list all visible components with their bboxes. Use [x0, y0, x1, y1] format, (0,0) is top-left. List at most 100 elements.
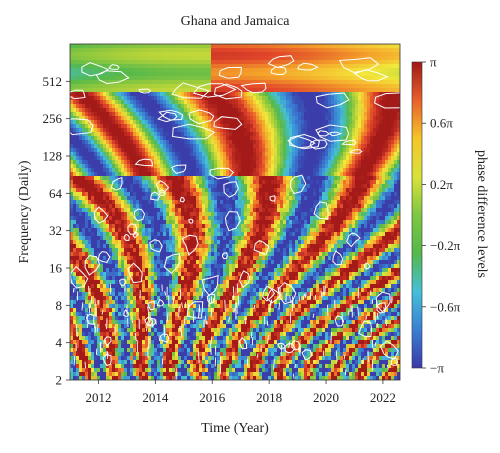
significance-contour	[236, 302, 238, 314]
significance-contour	[288, 341, 291, 348]
significance-contour	[93, 206, 109, 224]
x-tick-label: 2018	[256, 390, 282, 405]
significance-contour	[97, 251, 111, 263]
significance-contour	[158, 109, 184, 121]
significance-contour	[262, 379, 264, 380]
significance-contour	[166, 312, 169, 323]
significance-contour	[273, 358, 275, 370]
x-tick-label: 2014	[142, 390, 169, 405]
significance-contour	[180, 325, 183, 338]
significance-contour	[297, 62, 319, 71]
significance-contour	[144, 316, 154, 326]
significance-contour	[186, 301, 204, 319]
colorbar-tick-label: π	[430, 55, 437, 70]
significance-contour	[197, 307, 200, 319]
significance-contour	[267, 335, 269, 344]
significance-contour	[105, 323, 108, 330]
significance-contour	[294, 363, 296, 369]
significance-contour	[213, 116, 243, 130]
significance-contour	[102, 353, 112, 367]
significance-contour	[330, 332, 332, 344]
significance-contour	[123, 233, 130, 241]
significance-contour	[269, 195, 276, 202]
x-axis: 2012 2014 2016 2018 2020 2022	[85, 380, 396, 405]
significance-contour	[292, 373, 295, 379]
significance-contour	[214, 357, 217, 367]
significance-contour	[110, 177, 123, 191]
significance-contour	[146, 321, 148, 332]
significance-contour	[132, 231, 139, 239]
significance-contour	[302, 293, 305, 300]
significance-contour	[95, 70, 130, 85]
significance-contour	[172, 295, 175, 305]
significance-contour	[291, 340, 301, 351]
significance-contour	[270, 299, 273, 306]
x-tick-label: 2020	[313, 390, 339, 405]
significance-contour	[101, 309, 104, 315]
significance-contour	[88, 285, 90, 295]
significance-contour	[253, 304, 256, 310]
significance-contour	[94, 326, 97, 333]
significance-contour	[158, 335, 161, 342]
significance-contour	[163, 253, 181, 275]
significance-contour	[131, 316, 133, 324]
significance-contour	[269, 302, 271, 313]
y-axis: 2 4 8 16 32 64 128 256 512	[43, 74, 70, 388]
significance-contour	[289, 133, 320, 150]
significance-contour	[358, 320, 373, 338]
significance-contour	[289, 295, 291, 304]
significance-contour	[386, 364, 389, 370]
significance-contour	[334, 315, 345, 327]
significance-contour	[109, 283, 112, 295]
y-tick-label: 512	[43, 74, 63, 89]
significance-contour	[179, 196, 185, 203]
significance-contour	[147, 300, 155, 311]
significance-contour	[70, 118, 94, 136]
significance-contour	[287, 135, 316, 149]
significance-contour	[212, 298, 215, 304]
y-tick-label: 32	[49, 223, 62, 238]
significance-contour	[206, 293, 216, 305]
significance-contour	[205, 315, 207, 325]
significance-contour	[108, 64, 120, 70]
significance-contour	[201, 291, 204, 299]
significance-contour	[277, 342, 286, 350]
x-tick-label: 2016	[199, 390, 226, 405]
significance-contour	[158, 189, 166, 197]
significance-contour	[70, 265, 89, 289]
significance-contour	[72, 287, 75, 293]
significance-contour	[320, 290, 323, 298]
y-tick-label: 2	[56, 373, 63, 388]
significance-contour	[371, 359, 374, 371]
significance-contour	[210, 307, 213, 318]
y-tick-label: 8	[56, 298, 63, 313]
significance-contour	[253, 240, 270, 256]
significance-contour	[315, 124, 350, 142]
plot-frame	[69, 43, 401, 381]
colorbar-label: phase difference levels	[474, 150, 489, 278]
significance-contour	[213, 83, 243, 100]
significance-contour	[224, 299, 226, 312]
y-tick-label: 256	[43, 111, 63, 126]
significance-contour	[262, 285, 276, 302]
colorbar-tick-label: 0.6π	[430, 116, 453, 131]
significance-contour	[291, 299, 293, 312]
significance-contour	[365, 315, 367, 320]
significance-contour	[315, 92, 350, 109]
significance-contour	[349, 149, 363, 154]
significance-contour	[357, 306, 359, 316]
significance-contour	[374, 311, 376, 323]
significance-contour	[70, 89, 86, 100]
significance-contour	[221, 252, 228, 260]
significance-contour	[119, 278, 127, 287]
colorbar	[411, 61, 423, 369]
significance-contour	[223, 181, 239, 198]
significance-contour	[156, 299, 165, 307]
significance-contour	[218, 66, 242, 79]
significance-contour	[127, 262, 143, 284]
significance-contour	[147, 317, 156, 327]
significance-contour	[353, 69, 389, 82]
significance-contour	[210, 337, 213, 344]
significance-contour	[277, 286, 280, 293]
